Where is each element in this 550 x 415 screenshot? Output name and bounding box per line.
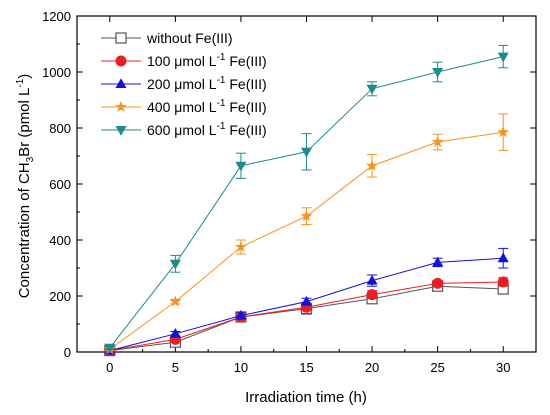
y-title-part: Br (pmol L (16, 88, 33, 157)
legend-label: without Fe(III) (146, 30, 233, 46)
x-tick-label: 10 (234, 360, 248, 375)
data-point (432, 277, 444, 289)
data-point (366, 159, 379, 171)
legend-entry-2: 200 μmol L-1 Fe(III) (101, 75, 267, 92)
x-tick-label: 0 (106, 360, 113, 375)
data-point (300, 209, 313, 222)
data-point (235, 309, 247, 320)
data-point (169, 328, 181, 338)
legend-label-part: 100 μmol L (147, 53, 217, 69)
legend-label-part: Fe(III) (225, 99, 266, 115)
legend-entry-0: without Fe(III) (101, 30, 233, 46)
legend-entry-4: 600 μmol L-1 Fe(III) (101, 121, 267, 138)
legend-label: 400 μmol L-1 Fe(III) (147, 98, 267, 115)
data-point (235, 161, 247, 172)
legend-label-part: without Fe(III) (146, 30, 233, 46)
legend-label-part: Fe(III) (225, 122, 266, 138)
data-point (234, 240, 247, 253)
series-line (109, 281, 504, 352)
legend-label-part: -1 (217, 121, 226, 132)
legend-entry-3: 400 μmol L-1 Fe(III) (101, 98, 267, 115)
data-point (301, 295, 312, 306)
y-tick-label: 600 (49, 177, 71, 192)
data-point (366, 289, 378, 301)
y-axis-title: Concentration of CH3Br (pmol L-1) (15, 74, 36, 299)
series-0 (104, 280, 509, 357)
data-point (497, 252, 509, 263)
legend-entry-1: 100 μmol L-1 Fe(III) (101, 52, 267, 69)
legend: without Fe(III)100 μmol L-1 Fe(III)200 μ… (101, 30, 267, 138)
legend-label-part: 400 μmol L (147, 99, 217, 115)
data-point (432, 68, 444, 78)
y-tick-label: 1200 (42, 9, 71, 24)
legend-label-part: -1 (217, 98, 226, 109)
data-point (366, 274, 378, 285)
data-point (301, 147, 312, 158)
legend-label: 100 μmol L-1 Fe(III) (147, 52, 267, 69)
legend-label-part: 200 μmol L (147, 76, 217, 92)
y-title-part: ) (16, 74, 33, 79)
series-4 (104, 44, 509, 354)
axes: 0 5 10 15 20 25 30 0 200 400 600 800 1000 1200 (42, 9, 537, 375)
y-tick-label: 0 (64, 345, 71, 360)
data-point (169, 295, 182, 307)
y-title-part: -1 (15, 78, 26, 87)
legend-marker (115, 100, 127, 113)
x-axis-title: Irradiation time (h) (245, 389, 367, 406)
legend-marker (115, 55, 127, 67)
data-point (432, 256, 444, 267)
data-point (169, 259, 181, 270)
y-title-part: 3 (25, 156, 36, 162)
y-title-part: Concentration of CH (16, 162, 33, 298)
legend-label-part: Fe(III) (225, 76, 266, 92)
data-point (497, 52, 509, 63)
legend-label-part: Fe(III) (225, 53, 266, 69)
x-tick-label: 20 (365, 360, 379, 375)
data-point (366, 84, 378, 95)
legend-label-part: -1 (217, 75, 226, 86)
y-tick-label: 1000 (42, 65, 71, 80)
x-tick-label: 5 (172, 360, 179, 375)
data-point (431, 135, 444, 148)
legend-marker (115, 78, 127, 88)
legend-label: 600 μmol L-1 Fe(III) (147, 121, 267, 138)
legend-label-part: 600 μmol L (147, 122, 217, 138)
data-point (497, 125, 510, 138)
legend-marker (115, 126, 127, 136)
legend-marker (115, 32, 127, 44)
series-layer (103, 44, 510, 357)
x-tick-label: 15 (299, 360, 313, 375)
x-tick-label: 25 (430, 360, 444, 375)
data-point (497, 276, 509, 288)
y-tick-label: 200 (49, 289, 71, 304)
legend-label-part: -1 (217, 52, 226, 63)
data-point (104, 343, 116, 354)
legend-label: 200 μmol L-1 Fe(III) (147, 75, 267, 92)
x-tick-label: 30 (496, 360, 510, 375)
series-2 (104, 247, 509, 355)
y-tick-label: 800 (49, 121, 71, 136)
y-tick-label: 400 (49, 233, 71, 248)
